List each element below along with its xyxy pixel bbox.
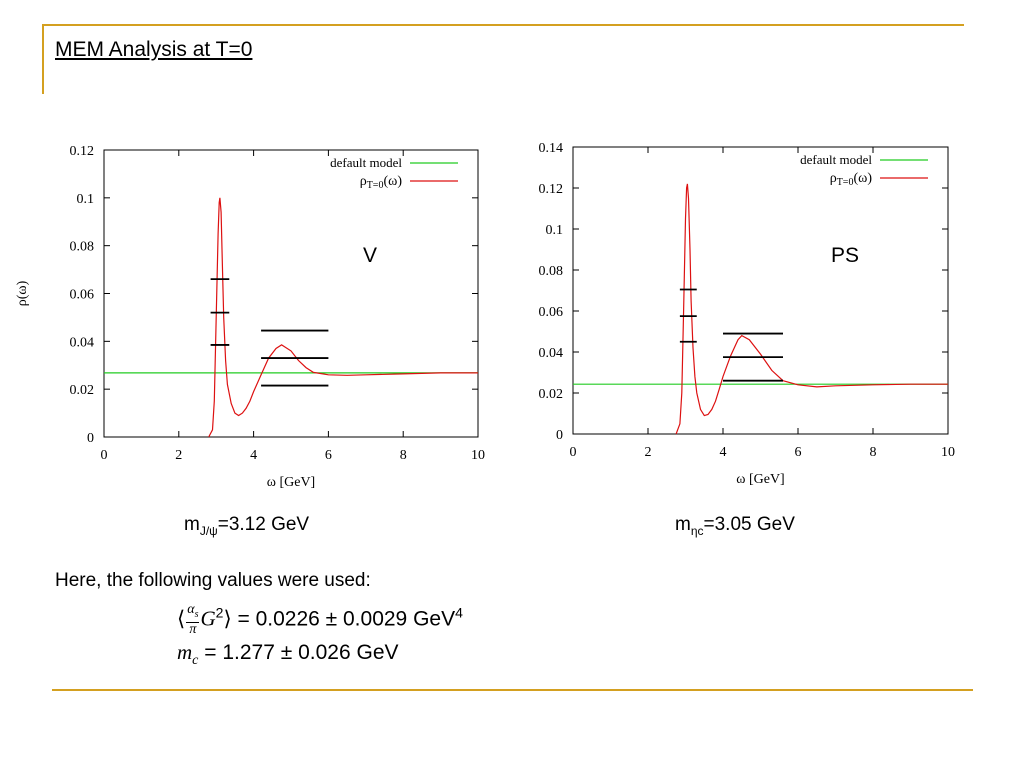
angle-open: ⟨ <box>177 607 186 631</box>
y-tick-label: 0.04 <box>70 335 95 350</box>
note-text: Here, the following values were used: <box>55 570 371 591</box>
x-tick-label: 8 <box>870 445 877 460</box>
mass-value: =3.05 GeV <box>703 514 795 535</box>
channel-label: V <box>363 244 377 267</box>
mass-value: =3.12 GeV <box>217 514 310 535</box>
y-tick-label: 0.08 <box>539 264 564 279</box>
alpha-symbol: α <box>187 602 195 617</box>
plot-frame <box>103 149 479 438</box>
x-tick-label: 2 <box>645 445 652 460</box>
title-top-rule <box>42 24 964 26</box>
x-axis-label: ω [GeV] <box>267 475 315 490</box>
charm-mass-equation: mc = 1.277 ± 0.026 GeV <box>177 640 399 669</box>
y-tick-label: 0.1 <box>77 192 95 207</box>
spectral-function-line <box>675 183 948 435</box>
bottom-rule <box>52 689 973 691</box>
x-tick-label: 6 <box>325 448 332 463</box>
y-tick-label: 0 <box>87 431 94 446</box>
mass-label-etac: mηc=3.05 GeV <box>675 514 795 538</box>
condensate-value: = 0.0226 ± 0.0029 <box>237 607 408 631</box>
mass-symbol: m <box>184 514 200 535</box>
y-tick-label: 0.06 <box>70 288 95 303</box>
y-axis-label: ρ(ω) <box>15 280 30 306</box>
y-tick-label: 0.08 <box>70 240 95 255</box>
mc-value: = 1.277 ± 0.026 <box>204 641 351 664</box>
title-frame <box>42 24 964 94</box>
mc-unit: GeV <box>356 641 399 664</box>
x-tick-label: 10 <box>471 448 485 463</box>
alpha-subscript: s <box>194 608 199 620</box>
plot-frame <box>572 146 949 435</box>
channel-label: PS <box>831 244 859 267</box>
y-tick-label: 0.04 <box>539 346 564 361</box>
mass-label-jpsi: mJ/ψ=3.12 GeV <box>184 514 309 538</box>
spectral-function-line <box>208 197 478 438</box>
alpha-over-pi-fraction: αs π <box>186 602 200 637</box>
legend-default-label: default model <box>800 152 872 167</box>
x-tick-label: 10 <box>941 445 955 460</box>
y-tick-label: 0 <box>556 428 563 443</box>
legend-default-label: default model <box>330 155 402 170</box>
g-symbol: G <box>200 606 216 631</box>
title-left-rule <box>42 24 44 94</box>
mass-symbol: m <box>675 514 691 535</box>
g-exponent: 2 <box>215 604 224 621</box>
mc-symbol: m <box>177 640 193 664</box>
x-tick-label: 2 <box>175 448 182 463</box>
y-tick-label: 0.06 <box>539 305 564 320</box>
x-tick-label: 0 <box>101 448 108 463</box>
x-tick-label: 4 <box>720 445 727 460</box>
condensate-unit: GeV <box>413 607 456 631</box>
gluon-condensate-equation: ⟨ αs π G2⟩ = 0.0226 ± 0.0029 GeV4 <box>177 603 463 637</box>
mass-subscript: ηc <box>690 523 704 538</box>
x-axis-label: ω [GeV] <box>736 472 784 487</box>
y-tick-label: 0.12 <box>539 182 564 197</box>
y-tick-label: 0.1 <box>546 223 564 238</box>
condensate-unit-exponent: 4 <box>455 604 463 621</box>
mass-subscript: J/ψ <box>199 523 218 538</box>
y-tick-label: 0.12 <box>70 144 95 159</box>
x-tick-label: 0 <box>570 445 577 460</box>
page-title: MEM Analysis at T=0 <box>55 38 253 61</box>
mc-subscript: c <box>192 653 199 669</box>
x-tick-label: 6 <box>795 445 802 460</box>
y-tick-label: 0.02 <box>539 387 564 402</box>
legend-rho-label: ρT=0(ω) <box>830 171 873 188</box>
x-tick-label: 8 <box>400 448 407 463</box>
y-tick-label: 0.14 <box>539 141 564 156</box>
x-tick-label: 4 <box>250 448 257 463</box>
angle-close: ⟩ <box>223 607 232 631</box>
legend-rho-label: ρT=0(ω) <box>360 174 403 191</box>
pi-symbol: π <box>189 621 197 637</box>
y-tick-label: 0.02 <box>70 383 95 398</box>
